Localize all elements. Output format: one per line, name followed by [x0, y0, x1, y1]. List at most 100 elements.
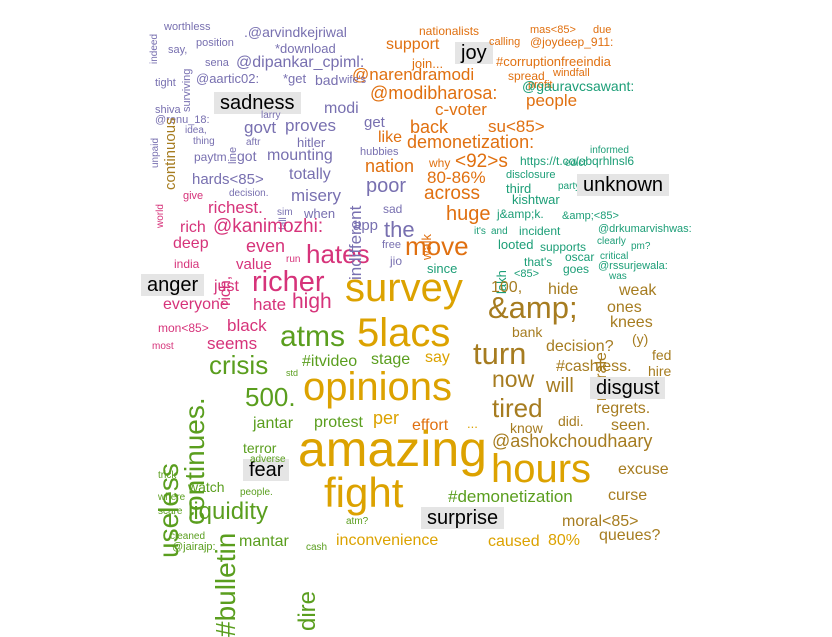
word-80: 80% [548, 532, 581, 549]
word-deep: deep [173, 235, 209, 252]
word-dipankar-cpiml: @dipankar_cpiml: [236, 54, 365, 71]
word-inconvenience: inconvenience [336, 532, 439, 549]
word-since: since [427, 261, 458, 276]
word-ashokchoudhaary: @ashokchoudhaary [492, 431, 653, 451]
word-excuse: excuse [618, 461, 669, 478]
word-mantar: mantar [239, 533, 289, 550]
word-larry: larry [261, 110, 281, 121]
word-most: most [152, 341, 174, 352]
word-amp: &amp; [488, 290, 578, 325]
word-knees: knees [610, 314, 653, 331]
word-high: high [292, 290, 332, 313]
word-unpaid: unpaid [150, 137, 161, 168]
word-85: <85> [514, 268, 540, 280]
word-aftr: aftr [246, 137, 261, 148]
word-idea: idea, [185, 125, 207, 136]
word-even: even [246, 236, 286, 256]
word-say: say, [168, 44, 188, 56]
word-totally: totally [289, 166, 331, 183]
word-sena: sena [205, 57, 229, 69]
word-world: world [155, 204, 166, 228]
word-su-85: su<85> [488, 117, 545, 136]
word-aartic02: @aartic02: [196, 71, 260, 86]
word-across: across [424, 183, 480, 204]
word-sad: sad [383, 202, 403, 216]
word-atm: atm? [346, 516, 369, 527]
word-shiva: shiva [155, 104, 181, 116]
word-mon-85: mon<85> [158, 321, 209, 335]
word-richer: richer [252, 266, 325, 298]
word-critical: critical [600, 251, 629, 262]
word-fight: fight [324, 469, 404, 516]
word-everyone: everyone [163, 296, 229, 313]
word-itvideo: #itvideo [302, 353, 358, 370]
word-demonetization: #demonetization [448, 487, 573, 506]
word-hide: hide [548, 281, 579, 298]
word-like: like [378, 129, 403, 146]
word-decision: decision? [546, 338, 614, 355]
word-https-t-co-obqrhlnsl6: https://t.co/obqrhlnsl6 [520, 154, 635, 168]
word-profit: profit [528, 79, 553, 91]
word-black: black [227, 316, 267, 335]
word-weak: weak [619, 282, 657, 299]
word-seen: seen. [611, 417, 651, 434]
word-caused: caused [488, 533, 540, 550]
word-kishtwar: kishtwar [512, 192, 560, 207]
word-get: get [364, 114, 385, 131]
word-due: due [593, 24, 612, 36]
word-per: per [373, 408, 400, 428]
word-cashless: #cashless. [556, 358, 632, 375]
emotion-label-fear: fear [243, 459, 290, 481]
word-and: and [491, 226, 508, 237]
word-amp-85: &amp;<85> [562, 210, 619, 222]
word-party: party [558, 181, 581, 192]
word-crisis: crisis [209, 350, 269, 380]
word-free: free [382, 239, 401, 251]
word-third: third [506, 181, 532, 196]
word-the: the [384, 217, 415, 242]
word-amazing: amazing [298, 421, 487, 477]
word-500: 500. [245, 382, 296, 412]
word-protest: protest [314, 414, 363, 431]
word-5lacs: 5lacs [357, 311, 451, 355]
word-bulletin: #bulletin [210, 532, 241, 637]
word-std: std [286, 368, 299, 378]
word-bank: bank [512, 324, 543, 340]
word-give: give [183, 190, 204, 202]
word-c-voter: c-voter [435, 100, 487, 119]
word-tired: tired [492, 393, 543, 423]
word-renu-18: @renu_18: [155, 114, 210, 126]
word-nation: nation [365, 156, 415, 176]
word-say: say [425, 349, 450, 366]
word-support: support [386, 36, 440, 53]
word-hards-85: hards<85> [192, 171, 264, 188]
word-was: was [609, 271, 627, 282]
word-clearly: clearly [597, 236, 626, 247]
word-misery: misery [291, 186, 342, 205]
word-hitler: hitler [297, 135, 326, 150]
word-symbol: ... [467, 416, 478, 431]
word-run: run [286, 254, 301, 265]
word-incident: incident [519, 224, 561, 238]
word-worthless: worthless [164, 21, 211, 33]
word-calling: calling [489, 36, 521, 48]
word-stage: stage [371, 351, 411, 368]
word-demonetization: demonetization: [407, 132, 535, 152]
word-walk: walk [419, 233, 434, 260]
word-curse: curse [608, 487, 648, 504]
word-know: know [510, 420, 543, 436]
word-position: position [196, 37, 234, 49]
word-where: where [158, 492, 186, 503]
word-jairajp: @jairajp: [172, 541, 216, 553]
word-when: when [304, 206, 336, 221]
word-y: (y) [632, 331, 649, 347]
word-mounting: mounting [267, 147, 333, 164]
word-continuous: continuous [162, 117, 179, 190]
word-oscar: oscar [565, 250, 595, 264]
word-hate: hate [253, 295, 287, 314]
word-terror: terror [243, 440, 277, 456]
word-moral-85: moral<85> [562, 513, 639, 530]
word-modibharosa: @modibharosa: [370, 83, 498, 103]
word-atms: atms [280, 320, 346, 353]
word-surviving: surviving [181, 68, 193, 112]
